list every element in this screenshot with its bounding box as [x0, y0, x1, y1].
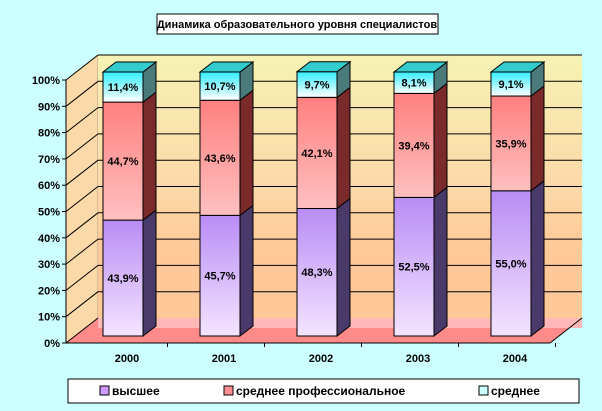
gridline-diagonal	[65, 133, 99, 160]
legend-box	[67, 378, 580, 404]
data-label: 48,3%	[301, 267, 332, 279]
data-label: 8,1%	[401, 78, 426, 90]
bar-segment-1	[296, 207, 338, 337]
x-tick-label: 2003	[406, 353, 430, 365]
bar-segment-1	[490, 190, 532, 337]
bar-side-1	[239, 204, 254, 338]
data-label: 43,9%	[107, 273, 138, 285]
gridline-diagonal	[65, 80, 99, 107]
floor-edge	[549, 317, 583, 344]
bar-group-2000: 43,9% 44,7% 11,4%	[101, 60, 158, 338]
gridline-diagonal	[65, 265, 99, 291]
legend-swatch-2	[223, 385, 234, 396]
bar-side-1	[336, 197, 351, 338]
data-label: 39,4%	[398, 140, 429, 152]
y-tick-label: 100%	[32, 75, 60, 87]
y-tick-label: 20%	[38, 285, 60, 297]
data-label: 52,5%	[398, 262, 429, 274]
legend-label-3: среднее	[491, 384, 540, 398]
y-tick-label: 10%	[38, 312, 60, 324]
x-tick-label: 2000	[115, 353, 139, 365]
legend-swatch-3	[478, 385, 489, 396]
bar-side-2	[433, 82, 448, 199]
x-tick-label: 2002	[309, 353, 333, 365]
bar-segment-2	[490, 95, 532, 192]
y-tick-label: 60%	[38, 180, 60, 192]
bar-side-2	[336, 86, 351, 210]
x-tick-label: 2001	[212, 353, 236, 365]
bar-segment-3	[490, 71, 532, 97]
bar-top	[101, 61, 158, 73]
y-tick-label: 70%	[38, 154, 60, 166]
data-label: 43,6%	[204, 153, 235, 165]
chart-title: Динамика образовательного уровня специал…	[157, 19, 438, 31]
y-tick-label: 40%	[38, 233, 60, 245]
legend-label-1: высшее	[112, 384, 160, 398]
data-label: 9,7%	[304, 80, 329, 92]
bar-top	[295, 61, 352, 73]
bar-group-2001: 45,7% 43,6% 10,7%	[198, 60, 255, 338]
y-tick-label: 0%	[44, 338, 60, 350]
gridline-diagonal	[65, 54, 99, 81]
bar-group-2004: 55,0% 35,9% 9,1%	[489, 60, 546, 338]
gridline-diagonal	[65, 212, 99, 239]
bar-side-1	[433, 186, 448, 338]
bar-side-2	[530, 85, 545, 192]
data-label: 45,7%	[204, 271, 235, 283]
y-tick-label: 80%	[38, 128, 60, 140]
bar-group-2002: 48,3% 42,1% 9,7%	[295, 60, 352, 338]
y-tick-label: 50%	[38, 207, 60, 219]
data-label: 9,1%	[498, 79, 523, 91]
data-label: 10,7%	[204, 81, 235, 93]
bar-segment-3	[102, 71, 144, 103]
gridline-diagonal	[65, 159, 99, 186]
legend-label-2: среднее профессиональное	[236, 384, 406, 398]
gridline-diagonal	[65, 291, 99, 318]
gridline-diagonal	[65, 107, 99, 133]
y-tick-label: 90%	[38, 101, 60, 113]
bar-top	[489, 61, 546, 73]
legend-swatch-1	[99, 385, 110, 396]
data-label: 44,7%	[107, 156, 138, 168]
gridline-diagonal	[65, 317, 99, 344]
gridline-diagonal	[65, 186, 99, 212]
bar-group-2003: 52,5% 39,4% 8,1%	[392, 60, 449, 338]
data-label: 35,9%	[495, 138, 526, 150]
bar-side-1	[142, 209, 157, 338]
data-label: 55,0%	[495, 258, 526, 270]
bar-segment-2	[393, 92, 435, 198]
title-box	[156, 13, 439, 35]
bar-side-2	[142, 91, 157, 222]
bar-segment-3	[199, 71, 241, 101]
y-tick-label: 30%	[38, 259, 60, 271]
bar-top	[392, 61, 449, 73]
data-label: 42,1%	[301, 148, 332, 160]
bar-side-2	[239, 89, 254, 217]
gridline-diagonal	[65, 238, 99, 265]
x-tick-label: 2004	[503, 353, 528, 365]
bar-side-1	[530, 179, 545, 338]
bar-top	[198, 61, 255, 73]
data-label: 11,4%	[108, 82, 139, 94]
bar-segment-2	[102, 101, 144, 221]
